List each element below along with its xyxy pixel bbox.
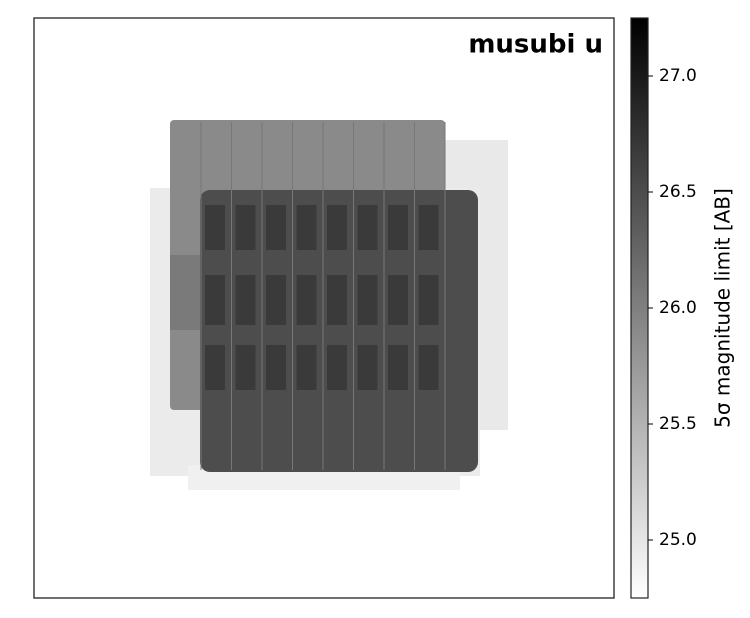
chip — [327, 275, 347, 325]
chip — [235, 345, 256, 390]
chip — [357, 275, 378, 325]
chip — [205, 345, 225, 390]
chip — [205, 205, 225, 250]
chip — [357, 205, 378, 250]
chip — [235, 275, 256, 325]
chip — [235, 205, 256, 250]
colorbar-tick-label: 25.5 — [659, 414, 697, 434]
colorbar-label: 5σ magnitude limit [AB] — [711, 188, 735, 428]
colorbar-tick-label: 26.5 — [659, 182, 697, 202]
chip — [327, 205, 347, 250]
chip — [296, 275, 317, 325]
chip — [388, 345, 408, 390]
region — [200, 190, 478, 472]
depth-map — [150, 120, 508, 490]
colorbar-tick-label: 25.0 — [659, 530, 697, 550]
chip — [388, 275, 408, 325]
chip — [388, 205, 408, 250]
chip — [327, 345, 347, 390]
chip — [357, 345, 378, 390]
chip — [418, 205, 439, 250]
chip — [205, 275, 225, 325]
chip — [296, 205, 317, 250]
chip — [418, 275, 439, 325]
chip — [418, 345, 439, 390]
colorbar-tick-label: 27.0 — [659, 66, 697, 86]
annotation: musubi u — [468, 30, 603, 60]
region — [170, 255, 200, 330]
chip — [266, 275, 286, 325]
colorbar — [630, 17, 649, 599]
chip — [266, 205, 286, 250]
chip — [266, 345, 286, 390]
colorbar-tick-label: 26.0 — [659, 298, 697, 318]
chip — [296, 345, 317, 390]
axes-frame — [33, 17, 615, 599]
